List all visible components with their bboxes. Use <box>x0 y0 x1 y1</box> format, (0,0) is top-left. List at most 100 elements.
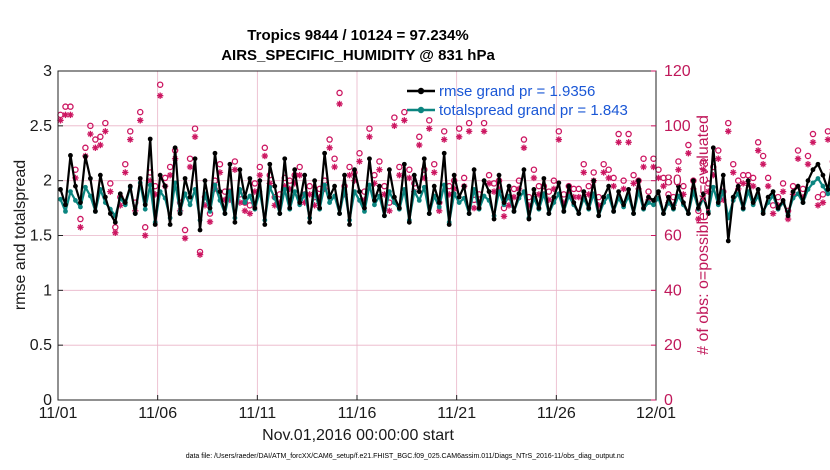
rmse-point <box>775 205 781 211</box>
obs-possible-point <box>401 108 408 116</box>
rmse-point <box>107 211 113 216</box>
totalspread-point <box>825 191 830 197</box>
rmse-point <box>322 150 328 156</box>
totalspread-point <box>78 204 83 210</box>
rmse-line <box>59 137 830 243</box>
obs-evaluated-point <box>725 128 732 135</box>
rmse-point <box>252 205 258 211</box>
rmse-point <box>202 178 208 184</box>
obs-possible-point <box>87 122 94 130</box>
rmse-point <box>357 189 362 195</box>
rmse-point <box>192 156 198 162</box>
obs-possible-point <box>136 108 144 116</box>
chart-title-line1: Tropics 9844 / 10124 = 97.234% <box>247 27 468 44</box>
rmse-point <box>117 191 123 197</box>
obs-possible-point <box>715 147 722 154</box>
y-tick-label-left: 2.5 <box>30 118 52 135</box>
obs-evaluated-point <box>754 147 762 154</box>
obs-evaluated-point <box>485 180 493 187</box>
obs-evaluated-point <box>122 169 129 176</box>
obs-evaluated-point <box>600 169 607 176</box>
totalspread-point <box>212 182 218 188</box>
rmse-point <box>63 202 68 208</box>
rmse-point <box>222 211 228 216</box>
obs-possible-point <box>231 158 239 165</box>
rmse-point <box>466 211 472 216</box>
rmse-point <box>586 205 592 211</box>
rmse-point <box>671 205 676 211</box>
rmse-point <box>237 167 243 173</box>
rmse-point <box>287 205 293 211</box>
rmse-point <box>401 161 407 167</box>
legend-spread-marker <box>417 106 425 114</box>
obs-evaluated-point <box>401 117 408 124</box>
rmse-point <box>566 183 572 189</box>
rmse-point <box>431 183 437 189</box>
rmse-point <box>242 194 248 200</box>
obs-possible-point <box>251 180 259 187</box>
chart-title-line2: AIRS_SPECIFIC_HUMIDITY @ 831 hPa <box>221 47 495 64</box>
obs-possible-point <box>615 130 622 138</box>
obs-possible-point <box>416 133 423 141</box>
obs-evaluated-point <box>555 136 563 143</box>
rmse-point <box>277 211 283 216</box>
obs-possible-point <box>620 177 627 184</box>
obs-possible-point <box>764 174 772 182</box>
obs-evaluated-point <box>261 152 269 160</box>
obs-possible-point <box>261 144 269 152</box>
obs-evaluated-point <box>331 163 338 171</box>
obs-evaluated-point <box>441 136 448 143</box>
obs-possible-point <box>580 160 587 168</box>
obs-possible-point <box>640 155 647 162</box>
rmse-point <box>621 202 627 208</box>
rmse-point <box>282 156 288 162</box>
obs-evaluated-point <box>575 193 582 201</box>
totalspread-point <box>820 183 826 189</box>
rmse-point <box>481 178 487 184</box>
obs-evaluated-point <box>809 139 817 146</box>
rmse-point <box>805 178 811 184</box>
rmse-point <box>745 178 751 184</box>
obs-evaluated-point <box>256 171 264 179</box>
obs-evaluated-point <box>700 166 707 173</box>
obs-possible-point <box>819 191 827 198</box>
obs-evaluated-point <box>107 188 114 195</box>
rmse-point <box>406 219 412 225</box>
rmse-point <box>347 222 352 227</box>
rmse-point <box>152 222 158 227</box>
obs-evaluated-point <box>685 150 692 157</box>
rmse-point <box>187 194 193 200</box>
totalspread-point <box>207 208 213 214</box>
rmse-point <box>661 211 666 216</box>
rmse-point <box>631 211 636 216</box>
obs-possible-point <box>744 171 752 179</box>
rmse-point <box>810 167 816 173</box>
obs-evaluated-point <box>625 139 632 146</box>
rmse-point <box>685 211 691 216</box>
obs-evaluated-point <box>769 210 777 217</box>
obs-possible-point <box>734 177 742 184</box>
obs-possible-point <box>585 182 592 190</box>
rmse-point <box>391 194 397 200</box>
rmse-point <box>790 189 796 195</box>
obs-evaluated-point <box>615 139 622 146</box>
x-axis-label: Nov.01,2016 00:00:00 start <box>262 427 454 444</box>
rmse-point <box>536 205 542 211</box>
obs-possible-point <box>794 147 802 154</box>
rmse-point <box>651 198 656 203</box>
rmse-point <box>541 176 547 181</box>
obs-possible-point <box>754 139 762 146</box>
obs-possible-point <box>575 185 583 193</box>
obs-possible-point <box>455 125 463 132</box>
obs-evaluated-point <box>296 171 303 179</box>
rmse-point <box>531 187 537 192</box>
obs-evaluated-point <box>326 144 333 151</box>
rmse-point <box>217 189 223 195</box>
obs-evaluated-point <box>241 207 249 215</box>
obs-possible-point <box>141 224 149 231</box>
totalspread-point <box>147 182 153 188</box>
obs-evaluated-point <box>346 171 353 179</box>
obs-possible-point <box>804 152 812 160</box>
rmse-point <box>601 194 607 200</box>
rmse-point <box>750 200 756 206</box>
